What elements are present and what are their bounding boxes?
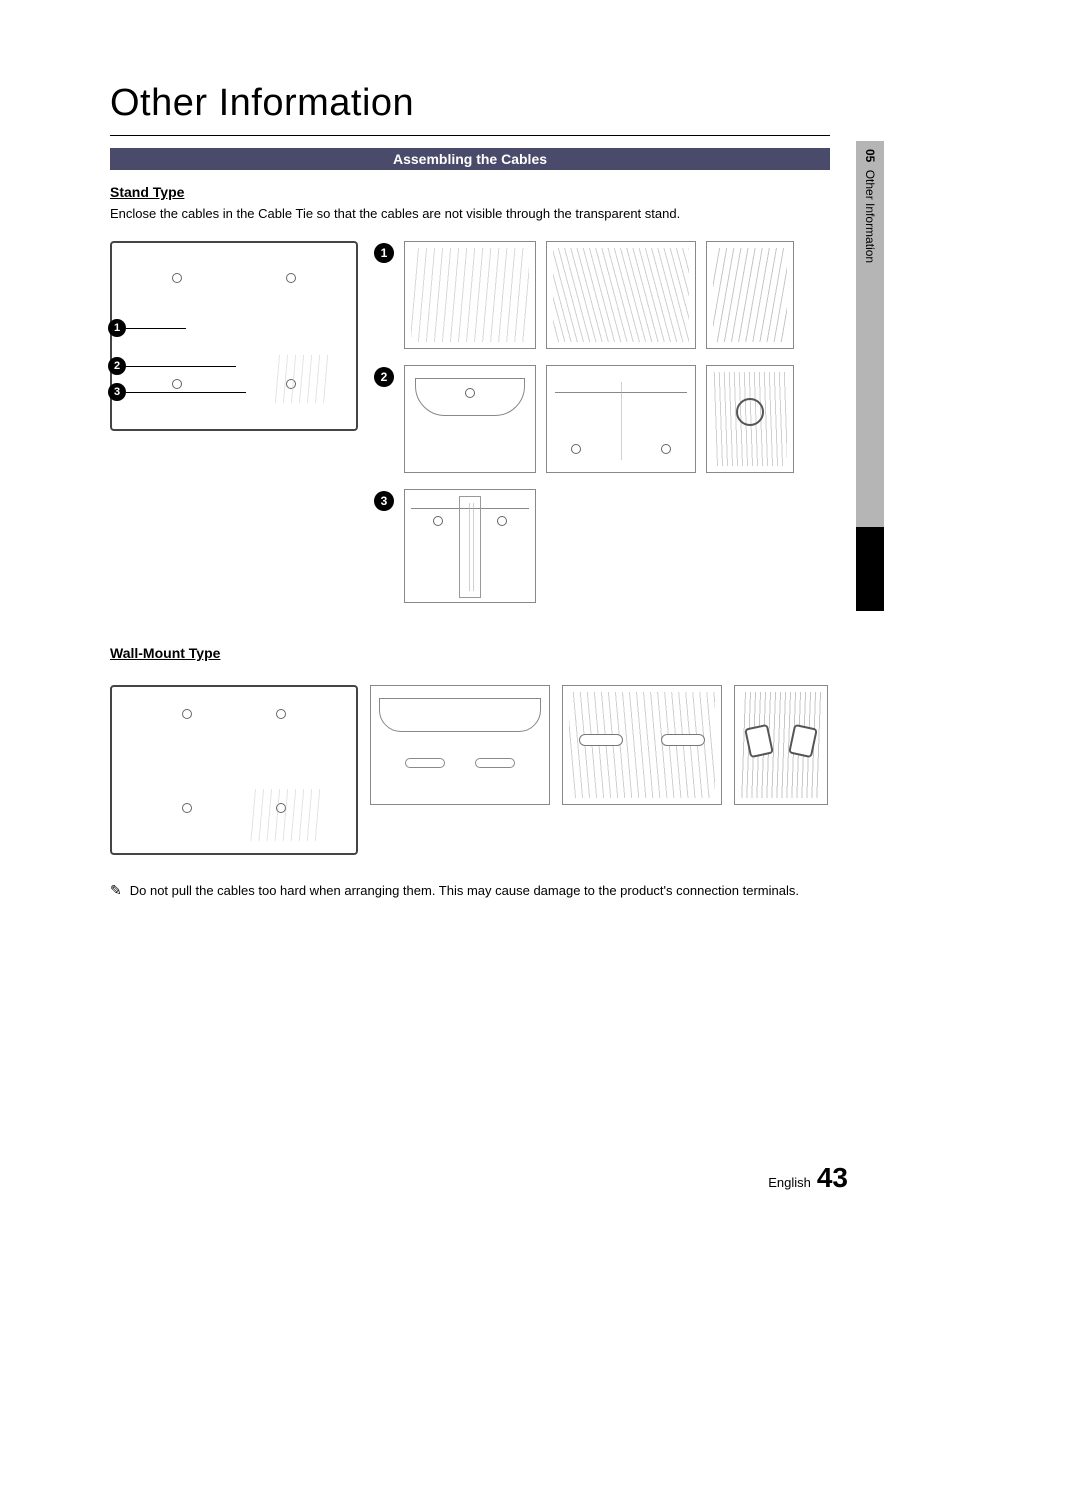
step-2-badge: 2 (374, 367, 394, 387)
title-rule (110, 135, 830, 136)
footer-language: English (768, 1175, 811, 1190)
callout-1-icon: 1 (108, 319, 126, 337)
stand-type-heading: Stand Type (110, 184, 830, 200)
step2-diagram-c (706, 365, 794, 473)
wall-overview-diagram (110, 685, 358, 855)
wall-diagram-group (110, 685, 830, 855)
step1-diagram-c (706, 241, 794, 349)
stand-step-2: 2 (374, 365, 794, 473)
caution-note: ✎ Do not pull the cables too hard when a… (110, 883, 830, 898)
note-icon: ✎ (110, 883, 122, 897)
side-tab-number: 05 (863, 149, 877, 162)
wall-diagram-b (370, 685, 550, 805)
step2-diagram-b (546, 365, 696, 473)
step-3-badge: 3 (374, 491, 394, 511)
callout-2-icon: 2 (108, 357, 126, 375)
footer-page-number: 43 (817, 1162, 848, 1194)
note-text: Do not pull the cables too hard when arr… (130, 883, 799, 898)
page-title: Other Information (110, 82, 830, 125)
section-banner: Assembling the Cables (110, 148, 830, 170)
stand-diagram-group: 1 2 3 1 2 (110, 241, 830, 603)
stand-step-1: 1 (374, 241, 794, 349)
callout-3-icon: 3 (108, 383, 126, 401)
step-1-badge: 1 (374, 243, 394, 263)
stand-type-description: Enclose the cables in the Cable Tie so t… (110, 206, 830, 221)
step2-diagram-a (404, 365, 536, 473)
stand-overview-diagram: 1 2 3 (110, 241, 358, 431)
step1-diagram-a (404, 241, 536, 349)
chapter-side-tab: 05 Other Information (856, 141, 884, 611)
page-footer: English 43 (768, 1162, 848, 1194)
step1-diagram-b (546, 241, 696, 349)
stand-step-3: 3 (374, 489, 794, 603)
step3-diagram (404, 489, 536, 603)
wall-mount-heading: Wall-Mount Type (110, 645, 830, 661)
wall-diagram-c (562, 685, 722, 805)
side-tab-title: Other Information (863, 170, 877, 263)
wall-diagram-d (734, 685, 828, 805)
